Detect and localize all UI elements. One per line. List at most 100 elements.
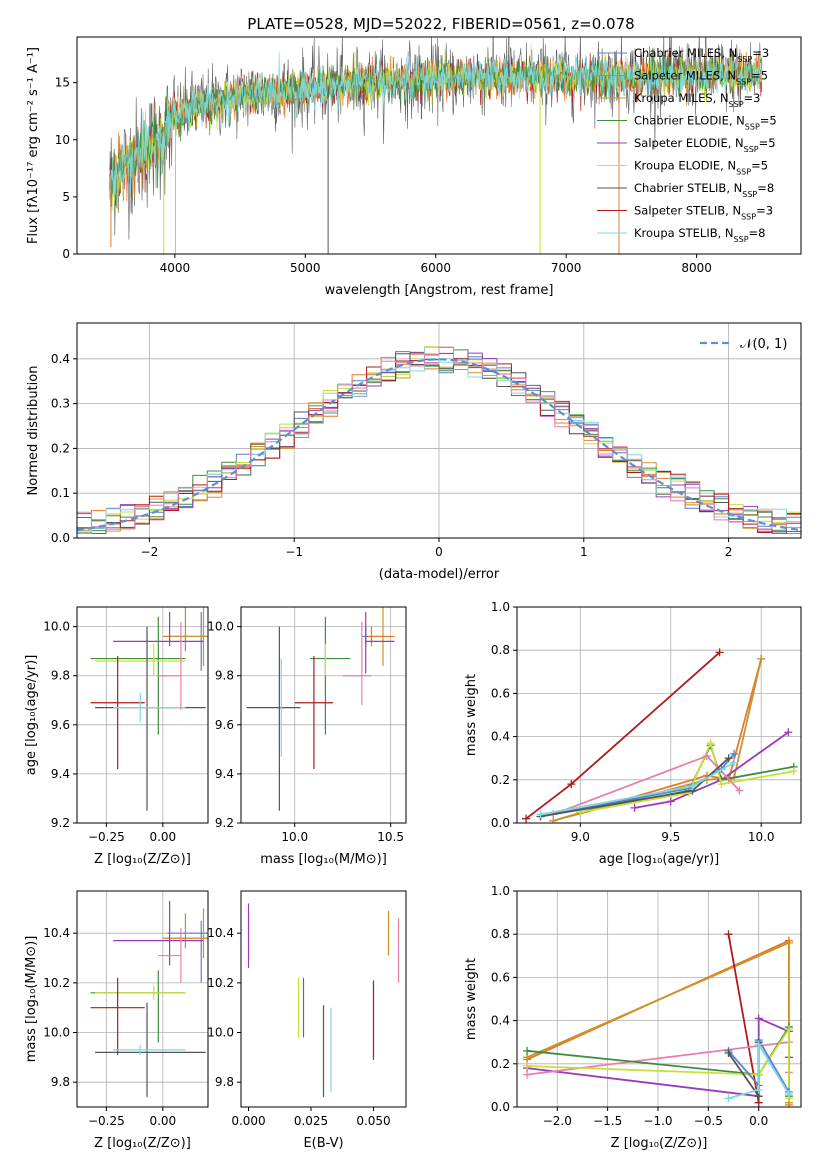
panel-age-Z: −0.25 0.00 9.2 9.4 9.6 9.8 10.0 Z [log₁₀(Z/Z⊙)]… bbox=[24, 606, 209, 867]
y-tick-label: 0.2 bbox=[51, 441, 70, 455]
weight-marker bbox=[706, 739, 715, 748]
y-tick-label: 9.6 bbox=[215, 718, 234, 732]
axes-frame bbox=[76, 322, 802, 539]
x-tick-label: −1.0 bbox=[643, 1114, 672, 1128]
legend-entry: Chabrier STELIB, NSSP=8 bbox=[634, 181, 774, 199]
x-tick-label: −2.0 bbox=[543, 1114, 572, 1128]
x-tick-label: 2 bbox=[725, 545, 733, 559]
y-tick-label: 0.4 bbox=[491, 1014, 510, 1028]
errorbar-point bbox=[167, 920, 208, 983]
panel-spectrum: 4000 5000 6000 7000 8000 0 5 10 15 wavelength [An… bbox=[26, 36, 802, 298]
weight-marker bbox=[754, 1085, 763, 1094]
plot-area-mass-EBV bbox=[247, 903, 400, 1098]
y-tick-label: 10 bbox=[55, 133, 70, 147]
x-tick-label: 0.050 bbox=[356, 1114, 390, 1128]
legend-entry: Salpeter STELIB, NSSP=3 bbox=[634, 204, 773, 222]
weight-marker bbox=[757, 654, 766, 663]
panel-age-mass: 10.0 10.5 9.2 9.4 9.6 9.8 10.0 mass [log₁₀(M/M⊙… bbox=[207, 606, 407, 867]
legend-entry: Kroupa MILES, NSSP=3 bbox=[634, 91, 760, 109]
x-tick-label: 5000 bbox=[290, 261, 321, 275]
weight-marker bbox=[735, 786, 744, 795]
y-axis-label: age [log₁₀(age/yr)] bbox=[24, 655, 39, 776]
x-axis-label: E(B-V) bbox=[303, 1136, 343, 1151]
y-tick-label: 10.2 bbox=[43, 976, 70, 990]
x-tick-label: −1.5 bbox=[593, 1114, 622, 1128]
x-axis-label: (data-model)/error bbox=[379, 567, 500, 582]
y-tick-label: 9.8 bbox=[51, 1075, 70, 1089]
errorbar-point bbox=[165, 607, 208, 666]
y-tick-label: 9.4 bbox=[215, 767, 234, 781]
errorbar-point bbox=[158, 928, 182, 983]
plot-area-mass-Z bbox=[90, 900, 208, 1098]
gaussian-curve bbox=[77, 358, 801, 532]
errorbar-point bbox=[113, 1044, 186, 1055]
x-tick-label: −2 bbox=[141, 545, 159, 559]
x-tick-label: 6000 bbox=[420, 261, 451, 275]
plot-area-age-Z bbox=[90, 607, 208, 811]
panel-weight-Z: −2.0 −1.5 −1.0 −0.5 0.0 0.0 0.2 0.4 0.6 0.8 1.0 Z [… bbox=[464, 884, 802, 1151]
x-axis-label: age [log₁₀(age/yr)] bbox=[599, 852, 720, 867]
weight-line bbox=[728, 1041, 790, 1100]
plot-area-age-mass bbox=[246, 607, 395, 811]
x-tick-label: −0.5 bbox=[694, 1114, 723, 1128]
x-tick-label: 0.00 bbox=[149, 830, 176, 844]
errorbar-point bbox=[95, 643, 186, 676]
x-axis-label: mass [log₁₀(M/M⊙)] bbox=[260, 852, 387, 867]
weight-marker bbox=[567, 780, 576, 789]
panel-weight-age: 9.0 9.5 10.0 0.0 0.2 0.4 0.6 0.8 1.0 age [log₁₀(a… bbox=[464, 600, 802, 867]
x-tick-label: 0.0 bbox=[749, 1114, 768, 1128]
errorbar-point bbox=[95, 626, 206, 811]
y-tick-label: 0.4 bbox=[491, 730, 510, 744]
plot-area-weight-Z bbox=[523, 930, 793, 1107]
weight-marker bbox=[523, 1070, 532, 1079]
y-tick-label: 0.0 bbox=[491, 816, 510, 830]
x-axis-label: Z [log₁₀(Z/Z⊙)] bbox=[94, 852, 191, 867]
y-axis-label: Flux [fλ10⁻¹⁷ erg cm⁻² s⁻¹ A⁻¹] bbox=[26, 47, 41, 244]
legend-entry: 𝒩(0, 1) bbox=[740, 337, 787, 352]
weight-marker bbox=[754, 1014, 763, 1023]
errorbar-point bbox=[90, 977, 145, 1055]
errorbar-point bbox=[165, 908, 208, 959]
y-tick-label: 0.4 bbox=[51, 352, 70, 366]
errorbar-point bbox=[367, 626, 395, 647]
y-tick-label: 9.8 bbox=[51, 669, 70, 683]
weight-marker bbox=[666, 797, 675, 806]
y-axis-label: mass [log₁₀(M/M⊙)] bbox=[24, 936, 39, 1063]
weight-marker bbox=[784, 1090, 793, 1099]
weight-marker bbox=[523, 1061, 532, 1070]
x-axis-label: Z [log₁₀(Z/Z⊙)] bbox=[94, 1136, 191, 1151]
y-tick-label: 0.6 bbox=[491, 970, 510, 984]
y-tick-label: 0 bbox=[62, 247, 70, 261]
x-axis-label: wavelength [Angstrom, rest frame] bbox=[325, 283, 554, 298]
errorbar-point bbox=[90, 656, 145, 769]
weight-marker bbox=[724, 930, 733, 939]
x-axis-label: Z [log₁₀(Z/Z⊙)] bbox=[611, 1136, 708, 1151]
y-tick-label: 0.0 bbox=[491, 1100, 510, 1114]
x-tick-label: 4000 bbox=[160, 261, 191, 275]
weight-marker bbox=[715, 648, 724, 657]
x-tick-label: 10.0 bbox=[748, 830, 775, 844]
errorbar-point bbox=[90, 970, 186, 1043]
errorbar-point bbox=[246, 626, 301, 811]
y-tick-label: 9.8 bbox=[215, 1075, 234, 1089]
y-tick-label: 0.8 bbox=[491, 927, 510, 941]
weight-marker bbox=[754, 1040, 763, 1049]
x-tick-label: 0 bbox=[435, 545, 443, 559]
y-axis-label: Normed distribution bbox=[26, 366, 41, 496]
histogram-step bbox=[77, 346, 801, 530]
x-tick-label: 10.0 bbox=[281, 830, 308, 844]
y-tick-label: 1.0 bbox=[491, 600, 510, 614]
legend-entry: Salpeter MILES, NSSP=5 bbox=[634, 69, 768, 87]
weight-marker bbox=[717, 780, 726, 789]
y-tick-label: 9.2 bbox=[51, 816, 70, 830]
axes-frame bbox=[516, 606, 802, 824]
y-tick-label: 9.4 bbox=[51, 767, 70, 781]
y-tick-label: 15 bbox=[55, 76, 70, 90]
plot-area-weight-age bbox=[522, 648, 798, 823]
y-tick-label: 0.0 bbox=[51, 531, 70, 545]
y-tick-label: 10.0 bbox=[43, 1026, 70, 1040]
y-axis-label: mass weight bbox=[464, 674, 479, 756]
legend-entry: Kroupa STELIB, NSSP=8 bbox=[634, 226, 765, 244]
y-tick-label: 9.8 bbox=[215, 669, 234, 683]
y-tick-label: 10.0 bbox=[43, 620, 70, 634]
